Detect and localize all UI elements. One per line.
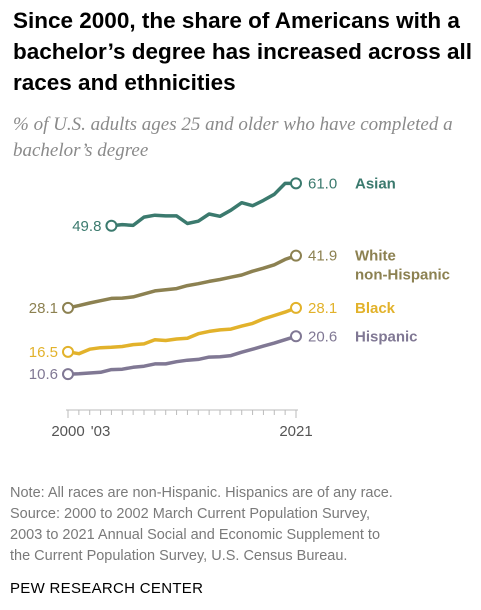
series-white-non-hispanic: 28.1 41.9 White non-Hispanic [29, 248, 450, 317]
chart-title: Since 2000, the share of Americans with … [13, 8, 472, 95]
start-value-label: 49.8 [72, 218, 101, 235]
series-asian: 49.8 61.0 Asian [72, 175, 396, 234]
x-tick-label: 2021 [279, 423, 312, 440]
start-point [62, 301, 74, 314]
end-value-label: 28.1 [308, 300, 337, 317]
series-name-label: White [355, 248, 396, 265]
start-point [62, 345, 74, 358]
start-value-label: 16.5 [29, 344, 58, 361]
org-credit: PEW RESEARCH CENTER [10, 580, 204, 597]
note-line: Source: 2000 to 2002 March Current Popul… [10, 506, 371, 522]
chart-subtitle: % of U.S. adults ages 25 and older who h… [13, 114, 453, 161]
end-point [290, 177, 302, 190]
source-note: Note: All races are non-Hispanic. Hispan… [10, 483, 475, 567]
series-line [66, 334, 298, 376]
series-name-label: Asian [355, 175, 396, 192]
series-hispanic: 10.6 20.6 Hispanic [29, 328, 418, 383]
end-value-label: 41.9 [308, 248, 337, 265]
end-point [290, 249, 302, 262]
start-point [105, 219, 118, 232]
start-value-label: 10.6 [29, 366, 58, 383]
end-point [290, 330, 302, 343]
start-point [62, 368, 74, 381]
note-line: Note: All races are non-Hispanic. Hispan… [10, 485, 393, 501]
note-line: 2003 to 2021 Annual Social and Economic … [10, 527, 381, 543]
series-name-label: Black [355, 300, 396, 317]
end-value-label: 20.6 [308, 328, 337, 345]
series-line [66, 306, 298, 356]
note-line: the Current Population Survey, U.S. Cens… [10, 548, 348, 564]
x-tick-label: 2000 [51, 423, 84, 440]
end-point [290, 301, 302, 314]
line-chart: 2000 '03 2021 49.8 61.0 Asian 28.1 41.9 White non… [29, 175, 450, 440]
x-tick-label: '03 [91, 423, 111, 440]
series-name-label: non-Hispanic [355, 267, 450, 284]
series-line [109, 181, 298, 228]
series-line [66, 253, 298, 310]
series-black: 16.5 28.1 Black [29, 300, 396, 361]
start-value-label: 28.1 [29, 300, 58, 317]
end-value-label: 61.0 [308, 175, 337, 192]
series-name-label: Hispanic [355, 328, 418, 345]
